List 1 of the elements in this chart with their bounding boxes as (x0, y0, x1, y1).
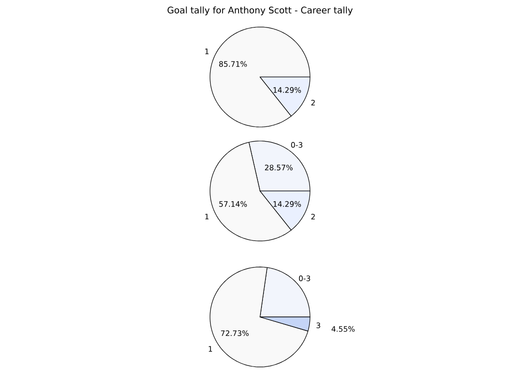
chart-title: Goal tally for Anthony Scott - Career tally (168, 6, 353, 16)
